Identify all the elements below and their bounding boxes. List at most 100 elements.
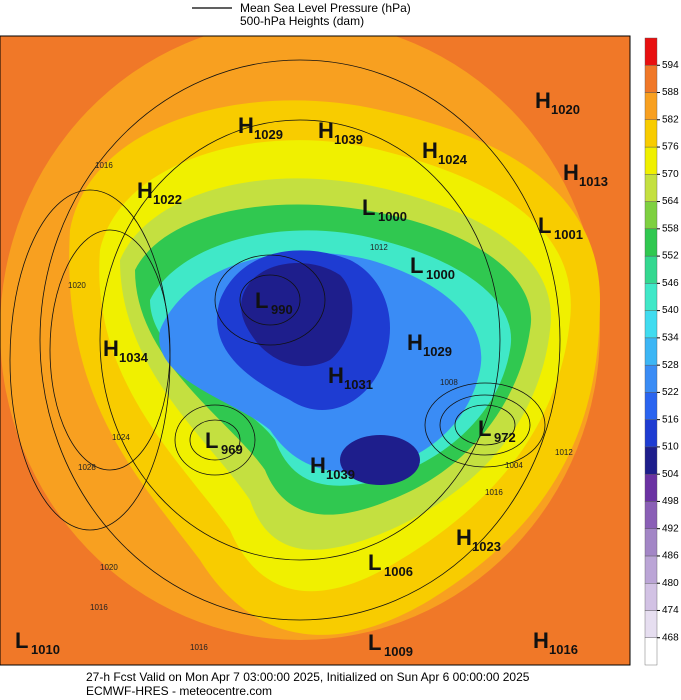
pressure-center: L 1010 bbox=[15, 628, 60, 657]
colorbar-tick-label: 546 bbox=[662, 278, 679, 289]
center-value: 1039 bbox=[334, 132, 363, 147]
colorbar-tick-label: 528 bbox=[662, 360, 679, 371]
footer-line: 27-h Fcst Valid on Mon Apr 7 03:00:00 20… bbox=[86, 670, 530, 684]
colorbar-band bbox=[644, 119, 658, 148]
center-letter: H bbox=[238, 113, 254, 138]
colorbar-band bbox=[644, 174, 658, 202]
legend-label: Mean Sea Level Pressure (hPa) bbox=[240, 1, 411, 15]
pressure-center: H 1034 bbox=[103, 336, 149, 365]
colorbar-band bbox=[644, 65, 658, 93]
center-letter: H bbox=[407, 330, 423, 355]
center-letter: L bbox=[368, 550, 381, 575]
pressure-center: H 1016 bbox=[533, 628, 578, 657]
pressure-center: L 1006 bbox=[368, 550, 413, 579]
colorbar-tick-label: 576 bbox=[662, 142, 679, 153]
colorbar-tick-label: 582 bbox=[662, 114, 679, 125]
pressure-center: L 1001 bbox=[538, 213, 583, 242]
center-letter: H bbox=[310, 453, 326, 478]
pressure-center: H 1029 bbox=[407, 330, 452, 359]
pressure-center: H 1020 bbox=[535, 88, 580, 117]
center-value: 990 bbox=[271, 302, 293, 317]
isobar-label: 1012 bbox=[555, 448, 573, 457]
center-value: 1031 bbox=[344, 377, 373, 392]
center-value: 1023 bbox=[472, 539, 501, 554]
center-letter: H bbox=[328, 363, 344, 388]
colorbar-tick-label: 504 bbox=[662, 469, 679, 480]
center-value: 1010 bbox=[31, 642, 60, 657]
pressure-center: L 972 bbox=[478, 416, 516, 445]
center-value: 1029 bbox=[423, 344, 452, 359]
pressure-center: L 1009 bbox=[368, 630, 413, 659]
colorbar-tick-label: 552 bbox=[662, 251, 679, 262]
pressure-center: H 1024 bbox=[422, 138, 468, 167]
center-value: 1024 bbox=[438, 152, 468, 167]
center-letter: L bbox=[538, 213, 551, 238]
isobar-label: 1008 bbox=[440, 378, 458, 387]
colorbar-band bbox=[644, 473, 658, 502]
center-letter: H bbox=[533, 628, 549, 653]
pressure-center: L 990 bbox=[255, 288, 293, 317]
colorbar-band bbox=[644, 419, 658, 448]
colorbar-tick-label: 570 bbox=[662, 169, 679, 180]
colorbar-band bbox=[644, 446, 658, 475]
pressure-center: L 1000 bbox=[410, 253, 455, 282]
isobar-label: 1012 bbox=[370, 243, 388, 252]
isobar-label: 1028 bbox=[78, 463, 96, 472]
pressure-center: H 1031 bbox=[328, 363, 373, 392]
colorbar-band bbox=[644, 555, 658, 584]
colorbar-tick-label: 558 bbox=[662, 223, 679, 234]
subtitle: 500-hPa Heights (dam) bbox=[240, 14, 364, 28]
map-field bbox=[0, 36, 630, 665]
center-value: 1013 bbox=[579, 174, 608, 189]
colorbar-band bbox=[644, 364, 658, 393]
colorbar-tick-label: 594 bbox=[662, 60, 679, 71]
center-letter: L bbox=[368, 630, 381, 655]
colorbar-band bbox=[644, 501, 658, 529]
isobar-label: 1020 bbox=[68, 281, 86, 290]
colorbar-tick-label: 534 bbox=[662, 333, 679, 344]
center-value: 1039 bbox=[326, 467, 355, 482]
center-value: 1000 bbox=[426, 267, 455, 282]
colorbar-tick-label: 510 bbox=[662, 442, 679, 453]
isobar-label: 1016 bbox=[95, 161, 113, 170]
colorbar-tick-label: 564 bbox=[662, 196, 679, 207]
colorbar-tick-label: 516 bbox=[662, 414, 679, 425]
center-letter: H bbox=[563, 160, 579, 185]
center-letter: L bbox=[15, 628, 28, 653]
isobar-label: 1004 bbox=[505, 461, 523, 470]
center-value: 1001 bbox=[554, 227, 583, 242]
center-letter: L bbox=[362, 195, 375, 220]
center-letter: L bbox=[478, 416, 491, 441]
center-value: 972 bbox=[494, 430, 516, 445]
colorbar-band bbox=[644, 37, 658, 66]
isobar-label: 1016 bbox=[90, 603, 108, 612]
colorbar-band bbox=[644, 583, 658, 611]
center-letter: H bbox=[422, 138, 438, 163]
isobar-label: 1020 bbox=[100, 563, 118, 572]
center-letter: H bbox=[103, 336, 119, 361]
colorbar-band bbox=[644, 637, 658, 666]
pressure-center: L 1000 bbox=[362, 195, 407, 224]
colorbar-tick-label: 540 bbox=[662, 305, 679, 316]
colorbar-band bbox=[644, 201, 658, 230]
pressure-center: H 1039 bbox=[310, 453, 355, 482]
colorbar-band bbox=[644, 283, 658, 311]
center-value: 1000 bbox=[378, 209, 407, 224]
colorbar-band bbox=[644, 92, 658, 120]
center-letter: H bbox=[318, 118, 334, 143]
pressure-center: L 969 bbox=[205, 428, 243, 457]
colorbar-band bbox=[644, 228, 658, 257]
center-letter: L bbox=[410, 253, 423, 278]
colorbar-band bbox=[644, 528, 658, 557]
colorbar-tick-label: 588 bbox=[662, 87, 679, 98]
colorbar-band bbox=[644, 310, 658, 339]
colorbar-band bbox=[644, 146, 658, 175]
colorbar-band bbox=[644, 337, 658, 366]
center-letter: H bbox=[137, 178, 153, 203]
colorbar-tick-label: 522 bbox=[662, 387, 679, 398]
center-value: 969 bbox=[221, 442, 243, 457]
colorbar-tick-label: 474 bbox=[662, 605, 679, 616]
colorbar-band bbox=[644, 610, 658, 638]
